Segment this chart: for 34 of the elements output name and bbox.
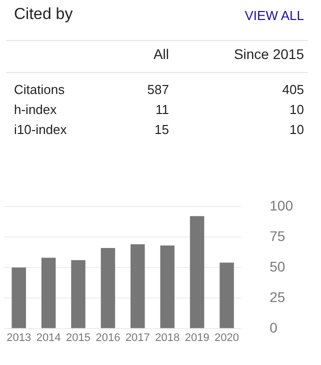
text: 11 — [156, 102, 169, 117]
text: 15 — [154, 122, 169, 137]
text: i10-index — [14, 122, 67, 137]
bar — [220, 262, 234, 328]
x-tick-label: 2020 — [214, 332, 240, 344]
text: 405 — [282, 82, 304, 97]
x-tick-label: 2015 — [66, 332, 91, 344]
text: 10 — [290, 122, 304, 137]
x-tick-label: 2014 — [36, 332, 61, 344]
bar — [160, 246, 175, 328]
y-tick-label: 0 — [270, 319, 278, 336]
bar — [71, 260, 86, 328]
bar — [12, 268, 26, 328]
text: 587 — [147, 82, 169, 97]
x-tick-label: 2019 — [184, 332, 210, 344]
y-tick-label: 50 — [270, 258, 286, 274]
x-tick-label: 2013 — [6, 332, 32, 344]
text: All — [153, 46, 169, 62]
x-tick-label: 2016 — [96, 332, 120, 344]
y-tick-label: 75 — [270, 228, 286, 244]
text: 10 — [290, 102, 304, 117]
y-tick-label: 100 — [270, 197, 294, 214]
bar — [190, 216, 204, 328]
bar — [130, 244, 145, 328]
bar — [100, 248, 116, 328]
text: Since 2015 — [234, 46, 304, 62]
text: Citations — [14, 82, 65, 97]
text: VIEW ALL — [244, 8, 304, 23]
bar — [41, 258, 56, 328]
y-tick-label: 25 — [270, 288, 286, 305]
text: h-index — [14, 102, 57, 117]
x-tick-label: 2017 — [125, 332, 150, 344]
x-tick-label: 2018 — [155, 332, 180, 344]
text: Cited by — [14, 6, 73, 24]
